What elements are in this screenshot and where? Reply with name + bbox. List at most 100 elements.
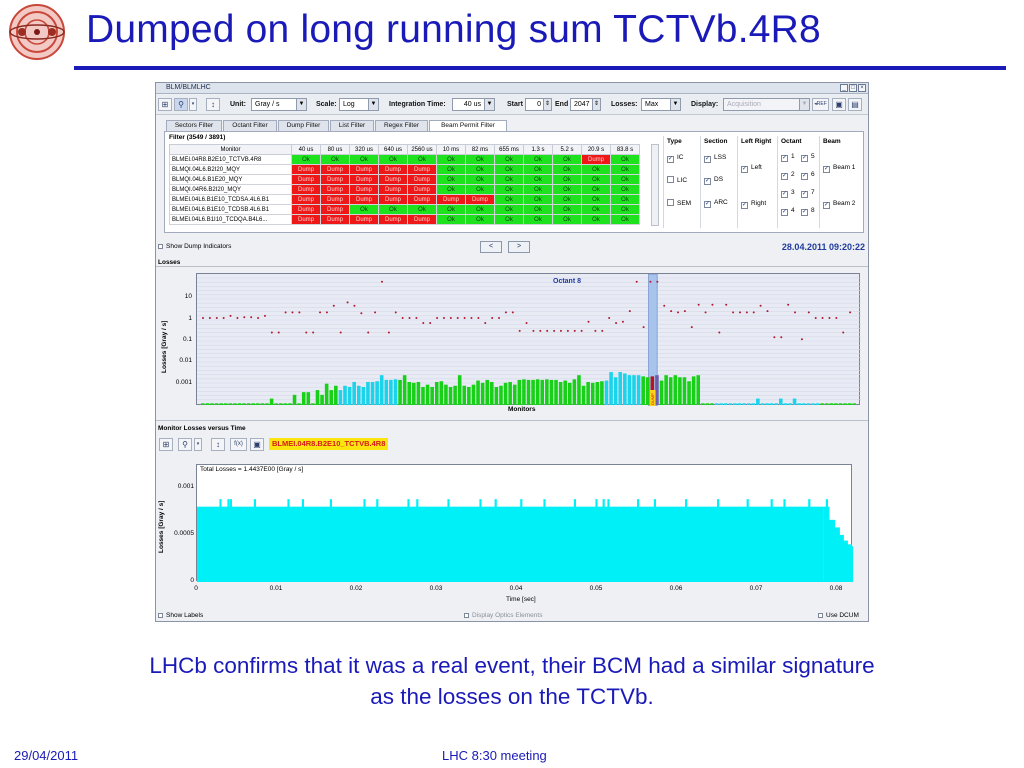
loss-bar: [792, 398, 797, 405]
loss-bar: [219, 403, 223, 405]
print-icon[interactable]: ▤: [848, 98, 862, 111]
column-header-interval[interactable]: 2560 us: [407, 144, 437, 155]
loss-bar: [416, 381, 421, 405]
zoom-dropdown-icon[interactable]: ▾: [194, 438, 202, 451]
beam-1-checkbox[interactable]: ✓ Beam 1: [823, 164, 856, 173]
table-scrollbar[interactable]: [651, 144, 659, 226]
table-row[interactable]: BLMEI.04L6.B1I10_TCDQA.B4L6... Dump Dump Du…: [169, 214, 640, 225]
pan-vertical-icon[interactable]: ↕: [206, 98, 220, 111]
use-dcum-checkbox[interactable]: Use DCUM: [818, 612, 859, 619]
loss-bar: [632, 375, 636, 405]
tab-dump-filter[interactable]: Dump Filter: [278, 120, 329, 131]
show-dump-indicators-checkbox[interactable]: Show Dump Indicators: [158, 243, 231, 250]
octant-2-checkbox[interactable]: ✓ 2: [781, 171, 795, 180]
column-header-interval[interactable]: 5.2 s: [552, 144, 582, 155]
losses-chart: Octant 8 DUMP: [197, 273, 861, 407]
show-labels-checkbox[interactable]: Show Labels: [158, 612, 203, 619]
tab-list-filter[interactable]: List Filter: [330, 120, 374, 131]
table-row[interactable]: BLMQI.04L6.B1E20_MQY Dump Dump Dump Dump Dump…: [169, 174, 640, 185]
losses-select[interactable]: Max ▼: [641, 98, 681, 111]
end-spinner[interactable]: 2047 ⇕: [570, 98, 601, 111]
loss-bar: [398, 379, 402, 405]
maximize-icon[interactable]: □: [849, 84, 857, 92]
threshold-point: [250, 316, 253, 319]
status-ok-cell: Ok: [349, 154, 379, 165]
column-header-interval[interactable]: 40 us: [291, 144, 321, 155]
loss-bar: [604, 380, 609, 405]
save-icon[interactable]: ▣: [250, 438, 264, 451]
tab-regex-filter[interactable]: Regex Filter: [375, 120, 428, 131]
table-row[interactable]: BLMEI.04L6.B1E10_TCDSB.4L6.B1 Dump Dump Ok O…: [169, 204, 640, 215]
minimize-icon[interactable]: _: [840, 84, 848, 92]
tab-sectors-filter[interactable]: Sectors Filter: [166, 120, 222, 131]
previous-button[interactable]: <: [480, 241, 502, 253]
octant-7-checkbox[interactable]: ✓ 7: [801, 189, 815, 198]
status-ok-cell: Ok: [494, 164, 524, 175]
table-row[interactable]: BLMQI.04R6.B2I20_MQY Dump Dump Dump Dump Dump…: [169, 184, 640, 195]
loss-bar: [228, 403, 233, 405]
status-dump-cell: Dump: [378, 214, 408, 225]
loss-bar: [210, 403, 214, 405]
unit-select[interactable]: Gray / s ▼: [251, 98, 307, 111]
layout-icon[interactable]: ⊞: [159, 438, 173, 451]
loss-bar: [673, 375, 678, 405]
threshold-point: [704, 311, 707, 314]
loss-spike: [783, 499, 786, 508]
column-header-interval[interactable]: 20.9 s: [581, 144, 611, 155]
zoom-icon[interactable]: ⚲: [174, 98, 188, 111]
section-ds-checkbox[interactable]: ✓ DS: [704, 176, 724, 185]
tab-beam-permit-filter[interactable]: Beam Permit Filter: [429, 120, 507, 131]
function-button[interactable]: f(x): [230, 438, 247, 451]
filter-count: Filter (3549 / 3891): [169, 134, 226, 141]
type-filter-group: Type ✓ IC LIC SEM: [667, 138, 705, 228]
close-icon[interactable]: ×: [858, 84, 866, 92]
threshold-point: [236, 316, 239, 319]
zoom-dropdown-icon[interactable]: ▾: [189, 98, 197, 111]
column-header-interval[interactable]: 10 ms: [436, 144, 466, 155]
octant-5-checkbox[interactable]: ✓ 5: [801, 153, 815, 162]
tab-octant-filter[interactable]: Octant Filter: [223, 120, 277, 131]
column-header-interval[interactable]: 320 us: [349, 144, 379, 155]
section-lss-checkbox[interactable]: ✓ LSS: [704, 154, 727, 163]
type-ic-checkbox[interactable]: ✓ IC: [667, 154, 684, 163]
loss-bar: [567, 382, 572, 405]
display-optics-checkbox[interactable]: Display Optics Elements: [464, 612, 542, 619]
dump-marker: [649, 390, 656, 406]
display-select[interactable]: Acquisition ▼: [723, 98, 810, 111]
column-header-interval[interactable]: 640 us: [378, 144, 408, 155]
column-header-interval[interactable]: 83.8 s: [610, 144, 640, 155]
zoom-icon[interactable]: ⚲: [178, 438, 192, 451]
column-header-interval[interactable]: 1.3 s: [523, 144, 553, 155]
type-sem-checkbox[interactable]: SEM: [667, 199, 691, 207]
refresh-icon[interactable]: ◂REF: [812, 98, 829, 111]
start-spinner[interactable]: 0 ⇕: [525, 98, 552, 111]
section-arc-checkbox[interactable]: ✓ ARC: [704, 199, 728, 208]
octant-8-checkbox[interactable]: ✓ 8: [801, 207, 815, 216]
table-row[interactable]: BLMEI.04R8.B2E10_TCTVB.4R8 Ok Ok Ok Ok Ok Ok Ok…: [169, 154, 640, 165]
column-header-interval[interactable]: 80 us: [320, 144, 350, 155]
table-row[interactable]: BLMQI.04L6.B2I20_MQY Dump Dump Dump Dump Dump…: [169, 164, 640, 175]
layout-icon[interactable]: ⊞: [158, 98, 172, 111]
pan-vertical-icon[interactable]: ↕: [211, 438, 225, 451]
right-checkbox[interactable]: ✓ Right: [741, 200, 767, 209]
x-tick-label: 0.03: [429, 585, 443, 592]
octant-3-checkbox[interactable]: ✓ 3: [781, 189, 795, 198]
column-header-monitor[interactable]: Monitor: [169, 144, 292, 155]
loss-spike: [219, 499, 222, 508]
threshold-point: [566, 329, 569, 332]
beam-2-checkbox[interactable]: ✓ Beam 2: [823, 200, 856, 209]
column-header-interval[interactable]: 82 ms: [465, 144, 495, 155]
table-row[interactable]: BLMEI.04L6.B1E10_TCDSA.4L6.B1 Dump Dump Dum…: [169, 194, 640, 205]
integration-time-select[interactable]: 40 us ▼: [452, 98, 495, 111]
octant-6-checkbox[interactable]: ✓ 6: [801, 171, 815, 180]
column-header-interval[interactable]: 655 ms: [494, 144, 524, 155]
save-icon[interactable]: ▣: [832, 98, 846, 111]
next-button[interactable]: >: [508, 241, 530, 253]
left-checkbox[interactable]: ✓ Left: [741, 164, 762, 173]
type-lic-checkbox[interactable]: LIC: [667, 176, 687, 184]
loss-spike: [447, 499, 450, 508]
status-ok-cell: Ok: [581, 184, 611, 195]
octant-1-checkbox[interactable]: ✓ 1: [781, 153, 795, 162]
octant-4-checkbox[interactable]: ✓ 4: [781, 207, 795, 216]
scale-select[interactable]: Log ▼: [339, 98, 379, 111]
